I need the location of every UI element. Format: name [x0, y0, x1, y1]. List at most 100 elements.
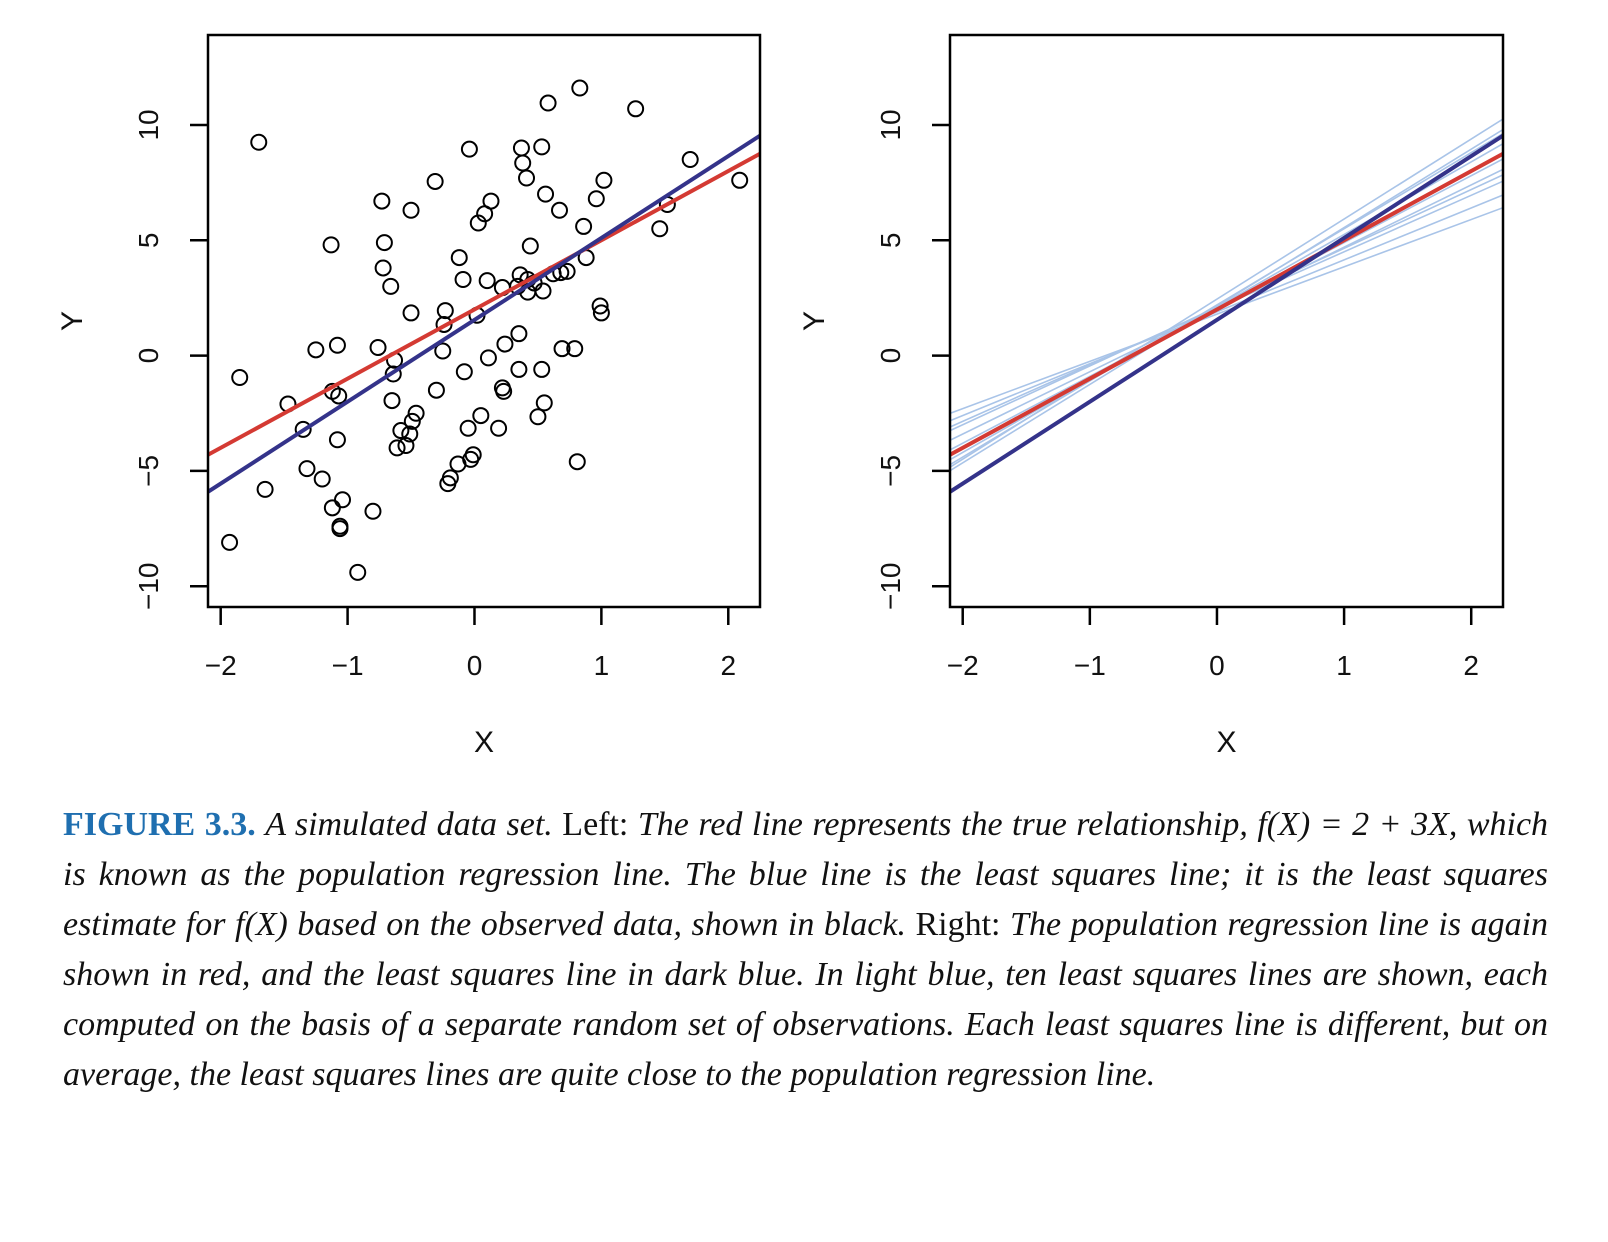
data-point: [402, 304, 420, 322]
data-point: [518, 169, 536, 187]
data-point: [441, 469, 459, 487]
caption-part4: based on the observed data, shown in bla…: [297, 906, 906, 943]
data-point: [537, 185, 555, 203]
data-point: [401, 425, 419, 443]
data-point: [231, 369, 249, 387]
data-point: [331, 520, 349, 538]
y-tick-label: −10: [875, 562, 906, 610]
data-point: [482, 192, 500, 210]
data-point: [426, 172, 444, 190]
x-tick-label: 0: [467, 650, 483, 681]
data-point: [510, 360, 528, 378]
light-blue-ls-line: [950, 194, 1503, 422]
data-point: [364, 502, 382, 520]
data-point: [388, 439, 406, 457]
data-point: [510, 325, 528, 343]
data-point: [256, 480, 274, 498]
data-point: [464, 446, 482, 464]
data-point: [512, 139, 530, 157]
data-point: [472, 407, 490, 425]
data-point: [479, 349, 497, 367]
x-tick-label: 1: [594, 650, 610, 681]
y-tick-label: −5: [875, 455, 906, 487]
y-axis-title: Y: [56, 311, 89, 331]
data-point: [392, 422, 410, 440]
data-point: [450, 249, 468, 267]
y-tick-label: 0: [875, 348, 906, 364]
data-point: [533, 360, 551, 378]
caption-part5: The population regression line is again …: [63, 906, 1549, 1093]
data-point: [328, 336, 346, 354]
data-point: [496, 335, 514, 353]
data-point: [592, 304, 610, 322]
data-point: [591, 297, 609, 315]
y-tick-label: 0: [133, 348, 164, 364]
population-regression-line: [208, 152, 760, 457]
y-axis-title: Y: [798, 311, 831, 331]
y-tick-label: 10: [133, 109, 164, 140]
x-tick-label: 0: [1209, 650, 1225, 681]
data-point: [514, 154, 532, 172]
light-blue-ls-line: [950, 132, 1503, 466]
least-squares-line: [950, 133, 1503, 494]
caption-left-label: Left:: [562, 806, 629, 843]
data-point: [490, 419, 508, 437]
data-point: [328, 431, 346, 449]
data-point: [383, 392, 401, 410]
x-tick-label: −2: [205, 650, 237, 681]
data-point: [436, 302, 454, 320]
data-point: [375, 234, 393, 252]
y-tick-label: 5: [875, 232, 906, 248]
data-point: [250, 133, 268, 151]
data-point: [435, 315, 453, 333]
data-point: [539, 94, 557, 112]
data-point: [402, 201, 420, 219]
x-axis-title: X: [474, 726, 494, 759]
plot-area: [208, 79, 760, 581]
x-tick-label: −1: [332, 650, 364, 681]
figure-label: FIGURE 3.3.: [63, 806, 256, 843]
data-point: [330, 387, 348, 405]
data-point: [534, 282, 552, 300]
y-tick-label: 5: [133, 232, 164, 248]
data-point: [307, 341, 325, 359]
data-point: [495, 382, 513, 400]
data-point: [595, 171, 613, 189]
data-point: [298, 460, 316, 478]
data-point: [553, 340, 571, 358]
data-point: [681, 151, 699, 169]
y-tick-label: −5: [133, 455, 164, 487]
data-point: [334, 491, 352, 509]
data-point: [373, 192, 391, 210]
data-point: [369, 339, 387, 357]
y-tick-label: −10: [133, 562, 164, 610]
data-point: [407, 404, 425, 422]
plot-frame: [948, 33, 1505, 609]
y-tick-label: 10: [875, 109, 906, 140]
data-point: [566, 340, 584, 358]
data-point: [459, 419, 477, 437]
data-point: [427, 381, 445, 399]
caption-part3: , which is known as the population regre…: [63, 806, 1549, 943]
caption-right-label: Right:: [915, 906, 1001, 943]
data-point: [397, 437, 415, 455]
data-point: [323, 499, 341, 517]
x-tick-label: 2: [1463, 650, 1479, 681]
data-point: [294, 420, 312, 438]
data-point: [575, 217, 593, 235]
light-blue-ls-line: [950, 206, 1503, 415]
x-axis-title: X: [1216, 726, 1236, 759]
x-tick-label: −2: [947, 650, 979, 681]
data-point: [384, 365, 402, 383]
data-point: [374, 259, 392, 277]
x-tick-label: −1: [1074, 650, 1106, 681]
data-point: [568, 453, 586, 471]
data-point: [455, 363, 473, 381]
plot-area: [950, 118, 1503, 494]
data-point: [529, 408, 547, 426]
data-point: [349, 563, 367, 581]
plot-frame: [206, 33, 762, 609]
